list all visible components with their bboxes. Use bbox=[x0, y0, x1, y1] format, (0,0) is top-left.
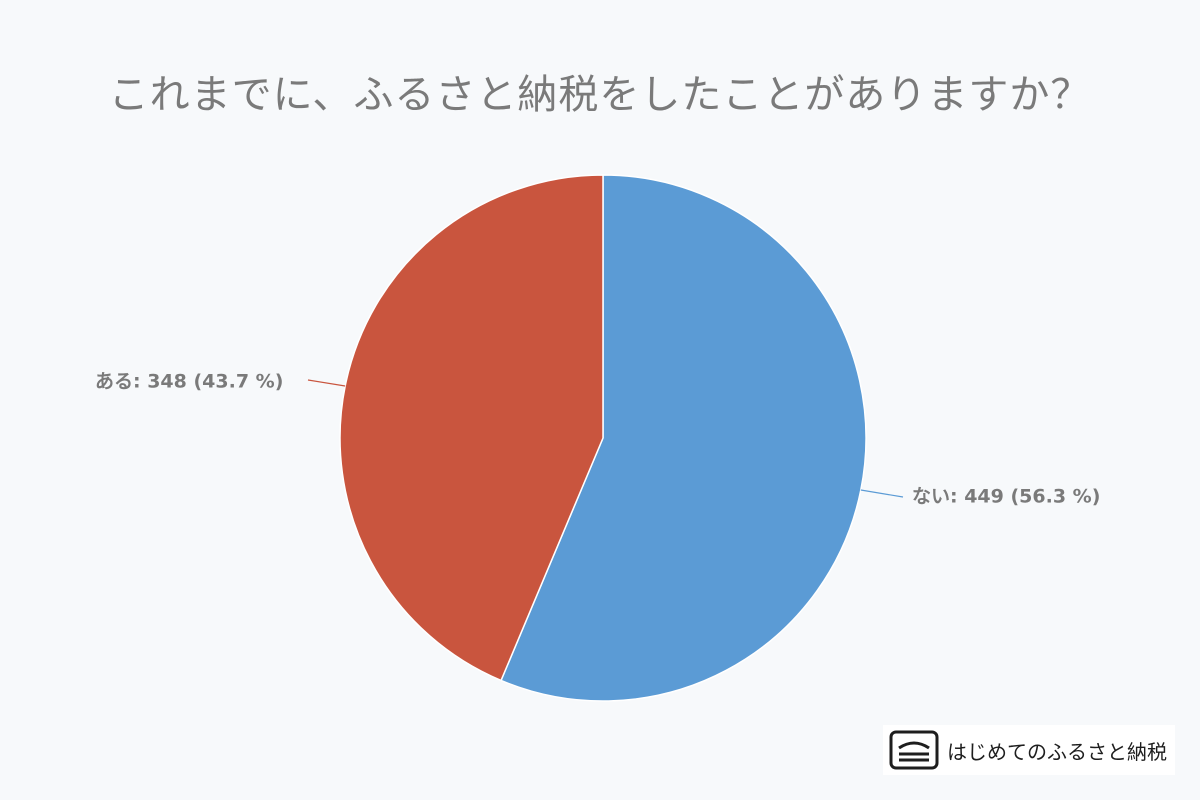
hometown-logo-icon bbox=[889, 730, 939, 770]
brand-name: はじめてのふるさと納税 bbox=[947, 739, 1167, 764]
pie-slice-ある bbox=[339, 174, 604, 682]
brand-badge: はじめてのふるさと納税 bbox=[883, 725, 1175, 775]
pie-slice-ない bbox=[500, 174, 867, 702]
leader-line-ない bbox=[860, 489, 904, 498]
chart-title: これまでに、ふるさと納税をしたことがありますか？ bbox=[108, 72, 1092, 118]
slice-label-ない: ない: 449 (56.3 %) bbox=[912, 486, 1100, 508]
leader-line-ある bbox=[307, 379, 346, 387]
slice-label-ある: ある: 348 (43.7 %) bbox=[95, 371, 283, 393]
